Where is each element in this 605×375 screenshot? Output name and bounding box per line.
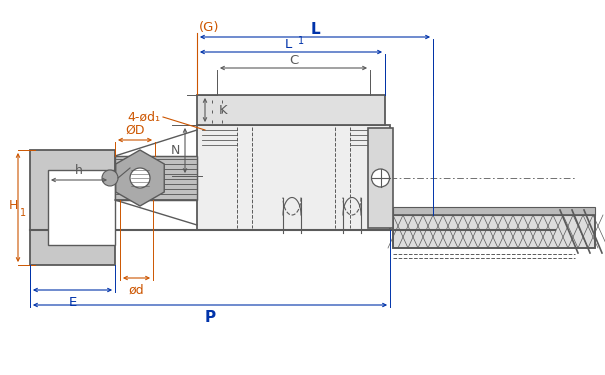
Text: 4-ød₁: 4-ød₁ [127, 111, 160, 123]
Text: (G): (G) [199, 21, 219, 34]
Circle shape [130, 168, 150, 188]
Bar [30, 150, 115, 265]
Text: L: L [310, 21, 320, 36]
Text: h: h [75, 164, 83, 177]
Bar [197, 125, 390, 230]
Bar [115, 156, 197, 200]
Text: C: C [289, 54, 298, 66]
Text: 1: 1 [20, 207, 26, 218]
Circle shape [102, 170, 118, 186]
Bar [393, 215, 595, 248]
Bar [115, 156, 197, 200]
Text: L: L [284, 38, 292, 51]
Bar [368, 128, 393, 228]
Bar [48, 170, 115, 245]
Text: ød: ød [129, 284, 145, 297]
Text: P: P [204, 309, 215, 324]
Text: 1: 1 [298, 36, 304, 46]
Circle shape [371, 169, 390, 187]
Bar [393, 207, 595, 215]
Text: N: N [171, 144, 180, 157]
Text: H: H [8, 199, 18, 212]
Polygon shape [116, 150, 164, 206]
Text: K: K [218, 104, 227, 117]
Bar [393, 215, 595, 248]
Bar [197, 95, 385, 125]
Text: E: E [68, 296, 77, 309]
Text: ØD: ØD [125, 123, 145, 136]
